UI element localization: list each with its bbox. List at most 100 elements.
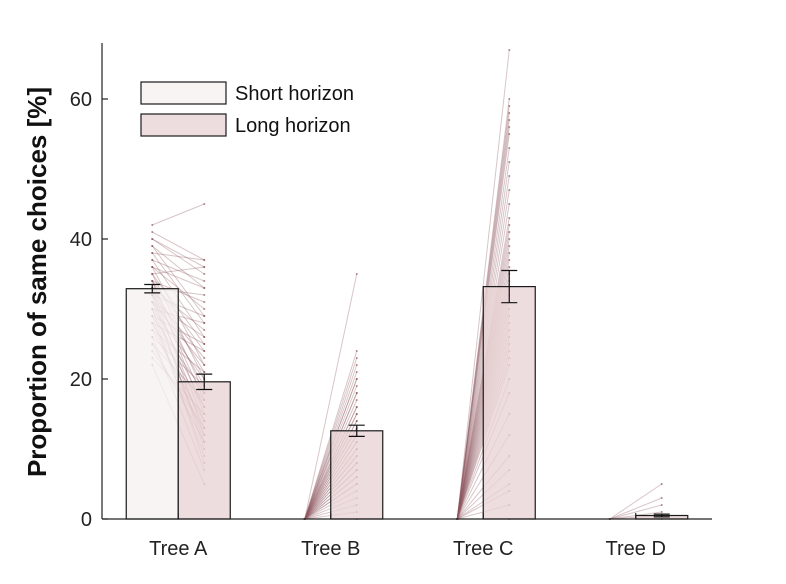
subject-line (151, 245, 205, 289)
subject-dot (203, 308, 206, 310)
y-tick-label: 60 (70, 89, 92, 111)
subject-dot (151, 259, 154, 261)
subject-dot (508, 231, 511, 233)
error-bars (144, 269, 670, 518)
legend-label: Short horizon (235, 83, 354, 105)
subject-dot (508, 49, 511, 51)
subject-dot (355, 406, 358, 408)
subject-dot (355, 399, 358, 401)
subject-dot (508, 98, 511, 100)
subject-dot (203, 203, 206, 205)
subject-dot (355, 420, 358, 422)
subject-dot (508, 245, 511, 247)
subject-line (151, 238, 205, 275)
legend-label: Long horizon (235, 115, 351, 137)
bars (125, 286, 689, 520)
subject-dot (508, 259, 511, 261)
subject-dot (508, 203, 511, 205)
subject-dot (203, 357, 206, 359)
subject-dot (660, 483, 663, 485)
subject-dot (151, 231, 154, 233)
subject-line (609, 497, 662, 520)
subject-dot (203, 329, 206, 331)
subject-dot (508, 119, 511, 121)
x-tick-label: Tree C (453, 538, 513, 560)
subject-dot (151, 252, 154, 254)
subject-dot (203, 315, 206, 317)
subject-dot (355, 273, 358, 275)
y-axis-label: Proportion of same choices [%] (22, 87, 52, 477)
subject-dot (203, 322, 206, 324)
subject-dot (203, 364, 206, 366)
x-tick-label: Tree A (149, 538, 208, 560)
subject-dot (151, 280, 154, 282)
y-tick-label: 20 (70, 369, 92, 391)
legend: Short horizon Long horizon (140, 81, 354, 137)
subject-dot (151, 238, 154, 240)
y-tick-label: 40 (70, 229, 92, 251)
subject-dot (151, 273, 154, 275)
subject-line (152, 252, 205, 261)
subject-dot (508, 224, 511, 226)
subject-line (152, 266, 205, 289)
subject-dot (660, 497, 663, 499)
subject-dot (355, 350, 358, 352)
subject-dot (203, 280, 206, 282)
subject-dot (355, 392, 358, 394)
subject-dot (203, 343, 206, 345)
subject-dot (355, 413, 358, 415)
subject-dot (508, 105, 511, 107)
subject-dot (508, 175, 511, 177)
subject-dot (203, 294, 206, 296)
subject-line (456, 49, 510, 520)
subject-line (152, 238, 205, 268)
subject-dot (508, 252, 511, 254)
subject-line (609, 504, 662, 520)
legend-swatch (140, 113, 227, 137)
legend-swatch (140, 81, 227, 105)
subject-dot (660, 504, 663, 506)
subject-dot (203, 287, 206, 289)
x-tick-label: Tree B (301, 538, 360, 560)
subject-line (609, 483, 663, 520)
subject-dot (508, 189, 511, 191)
subject-dot (355, 378, 358, 380)
axes: 0 20 40 60 Tree A Tree B Tree C Tree D (70, 43, 712, 560)
subject-dot (508, 112, 511, 114)
subject-dot (203, 350, 206, 352)
subject-dot (660, 511, 663, 513)
subject-line (151, 266, 205, 310)
subject-line (304, 273, 358, 520)
subject-dot (151, 245, 154, 247)
subject-line (152, 203, 205, 226)
bar-tree-b-long-horizon (330, 430, 384, 520)
subject-dot (151, 224, 154, 226)
subject-dot (508, 238, 511, 240)
subject-dot (355, 364, 358, 366)
subject-dot (508, 266, 511, 268)
subject-dot (508, 217, 511, 219)
subject-dot (355, 371, 358, 373)
subject-dot (203, 371, 206, 373)
subject-dot (203, 273, 206, 275)
x-tick-label: Tree D (606, 538, 666, 560)
subject-line (152, 259, 205, 282)
subject-dot (355, 385, 358, 387)
subject-line (152, 231, 205, 261)
y-tick-label: 0 (81, 509, 92, 531)
subject-dot (355, 357, 358, 359)
subject-dot (203, 336, 206, 338)
subject-dot (508, 133, 511, 135)
subject-dot (203, 301, 206, 303)
subject-dot (203, 266, 206, 268)
bar-tree-a-short-horizon (125, 288, 179, 520)
subject-dot (203, 259, 206, 261)
subject-dot (508, 147, 511, 149)
subject-line (152, 266, 205, 275)
bar-tree-c-long-horizon (482, 286, 536, 520)
subject-line (151, 252, 205, 324)
subject-line (151, 245, 205, 317)
subject-dot (508, 161, 511, 163)
subject-dot (151, 266, 154, 268)
